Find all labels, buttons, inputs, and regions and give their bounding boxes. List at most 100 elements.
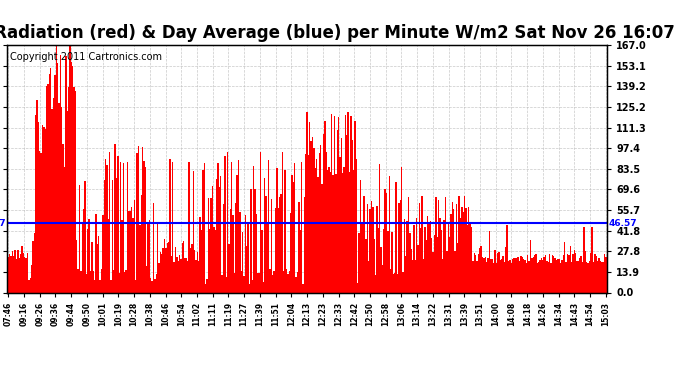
Bar: [266, 222, 268, 292]
Bar: [132, 218, 134, 292]
Bar: [293, 182, 294, 292]
Bar: [477, 254, 479, 292]
Bar: [397, 274, 398, 292]
Bar: [533, 257, 534, 292]
Bar: [602, 262, 604, 292]
Bar: [91, 242, 92, 292]
Bar: [231, 162, 233, 292]
Bar: [413, 225, 415, 292]
Bar: [19, 258, 20, 292]
Bar: [568, 255, 569, 292]
Bar: [224, 156, 226, 292]
Bar: [540, 260, 541, 292]
Bar: [331, 114, 333, 292]
Bar: [369, 209, 371, 292]
Bar: [548, 262, 549, 292]
Bar: [372, 207, 373, 292]
Bar: [237, 176, 238, 292]
Bar: [102, 215, 103, 292]
Bar: [368, 261, 369, 292]
Bar: [493, 262, 494, 292]
Bar: [197, 252, 198, 292]
Bar: [277, 209, 279, 292]
Bar: [426, 240, 427, 292]
Bar: [37, 100, 38, 292]
Bar: [213, 227, 215, 292]
Bar: [283, 271, 284, 292]
Bar: [195, 260, 197, 292]
Bar: [113, 270, 115, 292]
Bar: [45, 129, 46, 292]
Bar: [288, 271, 290, 292]
Bar: [345, 115, 346, 292]
Bar: [92, 271, 94, 292]
Bar: [364, 196, 365, 292]
Bar: [520, 256, 522, 292]
Bar: [73, 87, 75, 292]
Bar: [20, 254, 21, 292]
Bar: [146, 267, 148, 292]
Bar: [423, 259, 424, 292]
Bar: [479, 248, 480, 292]
Bar: [362, 196, 364, 292]
Bar: [228, 244, 230, 292]
Bar: [264, 178, 265, 292]
Bar: [32, 241, 34, 292]
Bar: [537, 263, 538, 292]
Bar: [317, 177, 319, 292]
Bar: [582, 262, 583, 292]
Bar: [434, 235, 435, 292]
Bar: [573, 250, 575, 292]
Bar: [287, 274, 288, 292]
Bar: [342, 173, 344, 292]
Bar: [259, 152, 261, 292]
Bar: [319, 153, 320, 292]
Bar: [519, 261, 520, 292]
Bar: [535, 254, 537, 292]
Bar: [348, 112, 349, 292]
Bar: [522, 257, 523, 292]
Bar: [141, 195, 142, 292]
Bar: [188, 162, 190, 292]
Bar: [511, 263, 512, 292]
Bar: [161, 254, 162, 292]
Bar: [393, 274, 394, 292]
Bar: [253, 166, 255, 292]
Bar: [516, 258, 518, 292]
Bar: [390, 269, 391, 292]
Bar: [87, 229, 88, 292]
Bar: [498, 252, 500, 292]
Bar: [139, 225, 141, 292]
Bar: [172, 162, 173, 292]
Bar: [150, 278, 152, 292]
Bar: [216, 179, 217, 292]
Bar: [227, 152, 228, 292]
Bar: [212, 186, 213, 292]
Bar: [484, 257, 486, 292]
Bar: [377, 228, 379, 292]
Bar: [600, 261, 601, 292]
Bar: [202, 170, 204, 292]
Bar: [157, 224, 158, 292]
Bar: [575, 253, 576, 292]
Bar: [398, 204, 400, 292]
Bar: [177, 261, 179, 292]
Bar: [17, 250, 19, 292]
Bar: [460, 218, 461, 292]
Bar: [452, 202, 453, 292]
Bar: [79, 185, 80, 292]
Bar: [420, 228, 422, 292]
Bar: [453, 210, 455, 292]
Bar: [395, 182, 397, 292]
Bar: [205, 284, 206, 292]
Bar: [204, 163, 205, 292]
Bar: [23, 253, 24, 292]
Bar: [142, 147, 144, 292]
Bar: [112, 180, 113, 292]
Bar: [12, 251, 13, 292]
Bar: [561, 260, 562, 292]
Bar: [512, 259, 513, 292]
Bar: [387, 231, 388, 292]
Bar: [135, 280, 137, 292]
Bar: [248, 224, 249, 292]
